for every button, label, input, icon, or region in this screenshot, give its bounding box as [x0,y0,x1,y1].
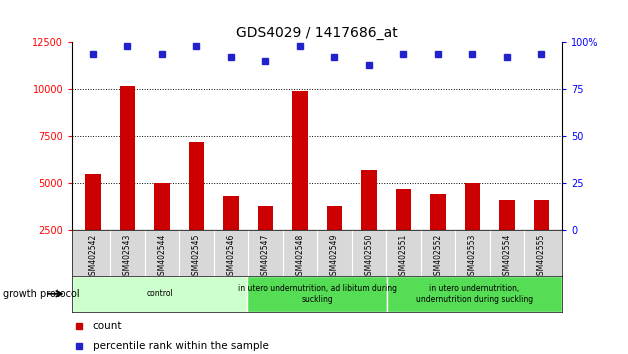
Bar [154,183,170,230]
Text: in utero undernutrition, ad libitum during
suckling: in utero undernutrition, ad libitum duri… [237,284,397,303]
Text: GSM402544: GSM402544 [158,234,166,280]
Bar [327,206,342,230]
Bar [292,91,308,230]
Text: in utero undernutrition,
undernutrition during suckling: in utero undernutrition, undernutrition … [416,284,533,303]
Title: GDS4029 / 1417686_at: GDS4029 / 1417686_at [236,26,398,40]
Bar [120,86,135,230]
Bar [257,206,273,230]
Bar [430,194,446,230]
Bar [387,276,562,312]
Bar [465,183,480,230]
Text: growth protocol: growth protocol [3,289,80,299]
Text: GSM402551: GSM402551 [399,234,408,280]
Text: GSM402547: GSM402547 [261,234,270,280]
Text: GSM402549: GSM402549 [330,234,339,280]
Text: GSM402550: GSM402550 [364,234,374,280]
Text: percentile rank within the sample: percentile rank within the sample [93,341,269,350]
Bar [72,276,247,312]
Text: GSM402552: GSM402552 [433,234,442,280]
Bar [188,142,204,230]
Bar [85,174,100,230]
Bar [499,200,514,230]
Text: GSM402542: GSM402542 [89,234,97,280]
Text: GSM402543: GSM402543 [123,234,132,280]
Text: GSM402555: GSM402555 [537,234,546,280]
Text: count: count [93,321,122,331]
Text: GSM402548: GSM402548 [295,234,305,280]
Bar [247,276,387,312]
Bar [534,200,549,230]
Bar [396,189,411,230]
Text: GSM402546: GSM402546 [227,234,236,280]
Bar [223,196,239,230]
Text: control: control [146,289,173,298]
Bar [361,170,377,230]
Text: GSM402554: GSM402554 [502,234,511,280]
Text: GSM402545: GSM402545 [192,234,201,280]
Text: GSM402553: GSM402553 [468,234,477,280]
